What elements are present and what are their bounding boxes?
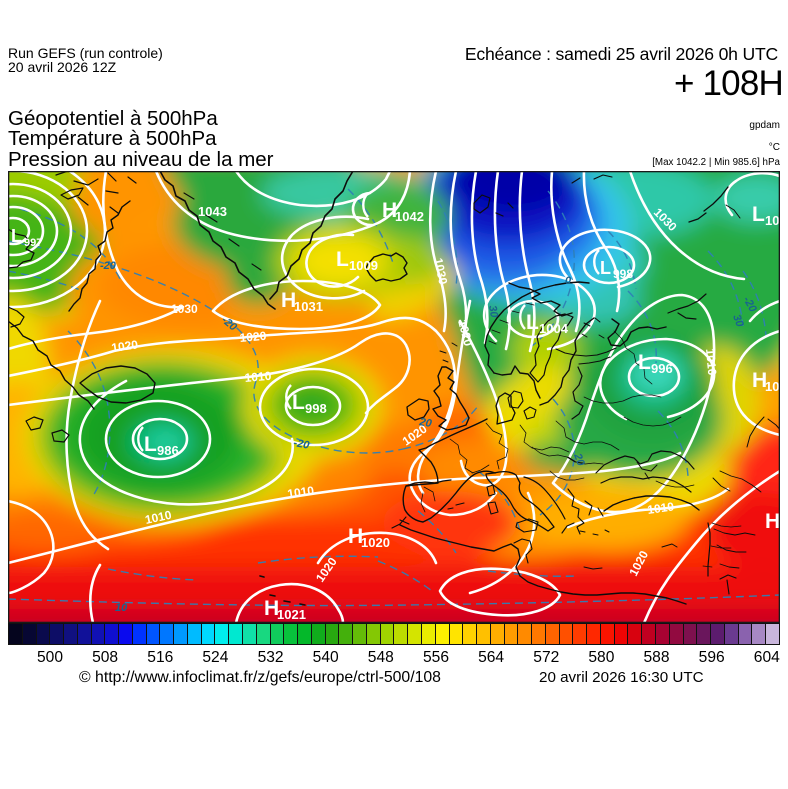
svg-text:H: H xyxy=(264,597,279,620)
svg-text:1020: 1020 xyxy=(110,337,139,355)
svg-text:1030: 1030 xyxy=(431,257,450,286)
svg-text:L: L xyxy=(292,391,305,414)
svg-text:H: H xyxy=(348,525,363,548)
svg-text:30: 30 xyxy=(730,313,746,329)
svg-text:H: H xyxy=(281,289,296,312)
svg-text:1010: 1010 xyxy=(144,508,173,527)
svg-text:H: H xyxy=(382,199,397,222)
svg-text:101: 101 xyxy=(765,213,780,228)
svg-text:L: L xyxy=(336,248,349,271)
svg-text:1042: 1042 xyxy=(395,209,424,224)
svg-text:1009: 1009 xyxy=(349,258,378,273)
svg-text:1010: 1010 xyxy=(703,348,719,376)
svg-text:20: 20 xyxy=(571,451,587,468)
svg-text:10: 10 xyxy=(765,379,779,394)
svg-text:20: 20 xyxy=(417,416,433,430)
svg-text:1004: 1004 xyxy=(539,321,569,336)
svg-text:30: 30 xyxy=(486,304,500,319)
svg-text:998: 998 xyxy=(305,401,327,416)
svg-text:996: 996 xyxy=(651,361,673,376)
svg-text:L: L xyxy=(638,351,651,374)
svg-text:1020: 1020 xyxy=(239,329,267,345)
svg-text:L: L xyxy=(752,203,765,226)
svg-text:-20: -20 xyxy=(292,437,311,452)
svg-text:1021: 1021 xyxy=(277,607,306,622)
svg-text:997: 997 xyxy=(24,237,42,249)
svg-text:1010: 1010 xyxy=(286,483,315,501)
svg-text:10: 10 xyxy=(115,602,128,614)
svg-text:H: H xyxy=(765,510,780,533)
svg-text:1020: 1020 xyxy=(455,318,476,348)
svg-text:L: L xyxy=(144,433,157,456)
svg-text:1010: 1010 xyxy=(244,369,272,385)
svg-text:L: L xyxy=(600,258,611,278)
svg-text:L: L xyxy=(526,311,539,334)
svg-text:1043: 1043 xyxy=(198,204,227,219)
svg-text:H: H xyxy=(752,369,767,392)
svg-text:0: 0 xyxy=(565,275,572,287)
svg-text:1010: 1010 xyxy=(646,499,675,517)
svg-text:1020: 1020 xyxy=(361,535,390,550)
svg-text:998: 998 xyxy=(613,267,633,281)
svg-text:986: 986 xyxy=(157,443,179,458)
svg-text:L: L xyxy=(11,226,22,246)
svg-text:-20: -20 xyxy=(100,260,117,272)
svg-text:1031: 1031 xyxy=(294,299,323,314)
svg-text:1030: 1030 xyxy=(171,302,198,316)
